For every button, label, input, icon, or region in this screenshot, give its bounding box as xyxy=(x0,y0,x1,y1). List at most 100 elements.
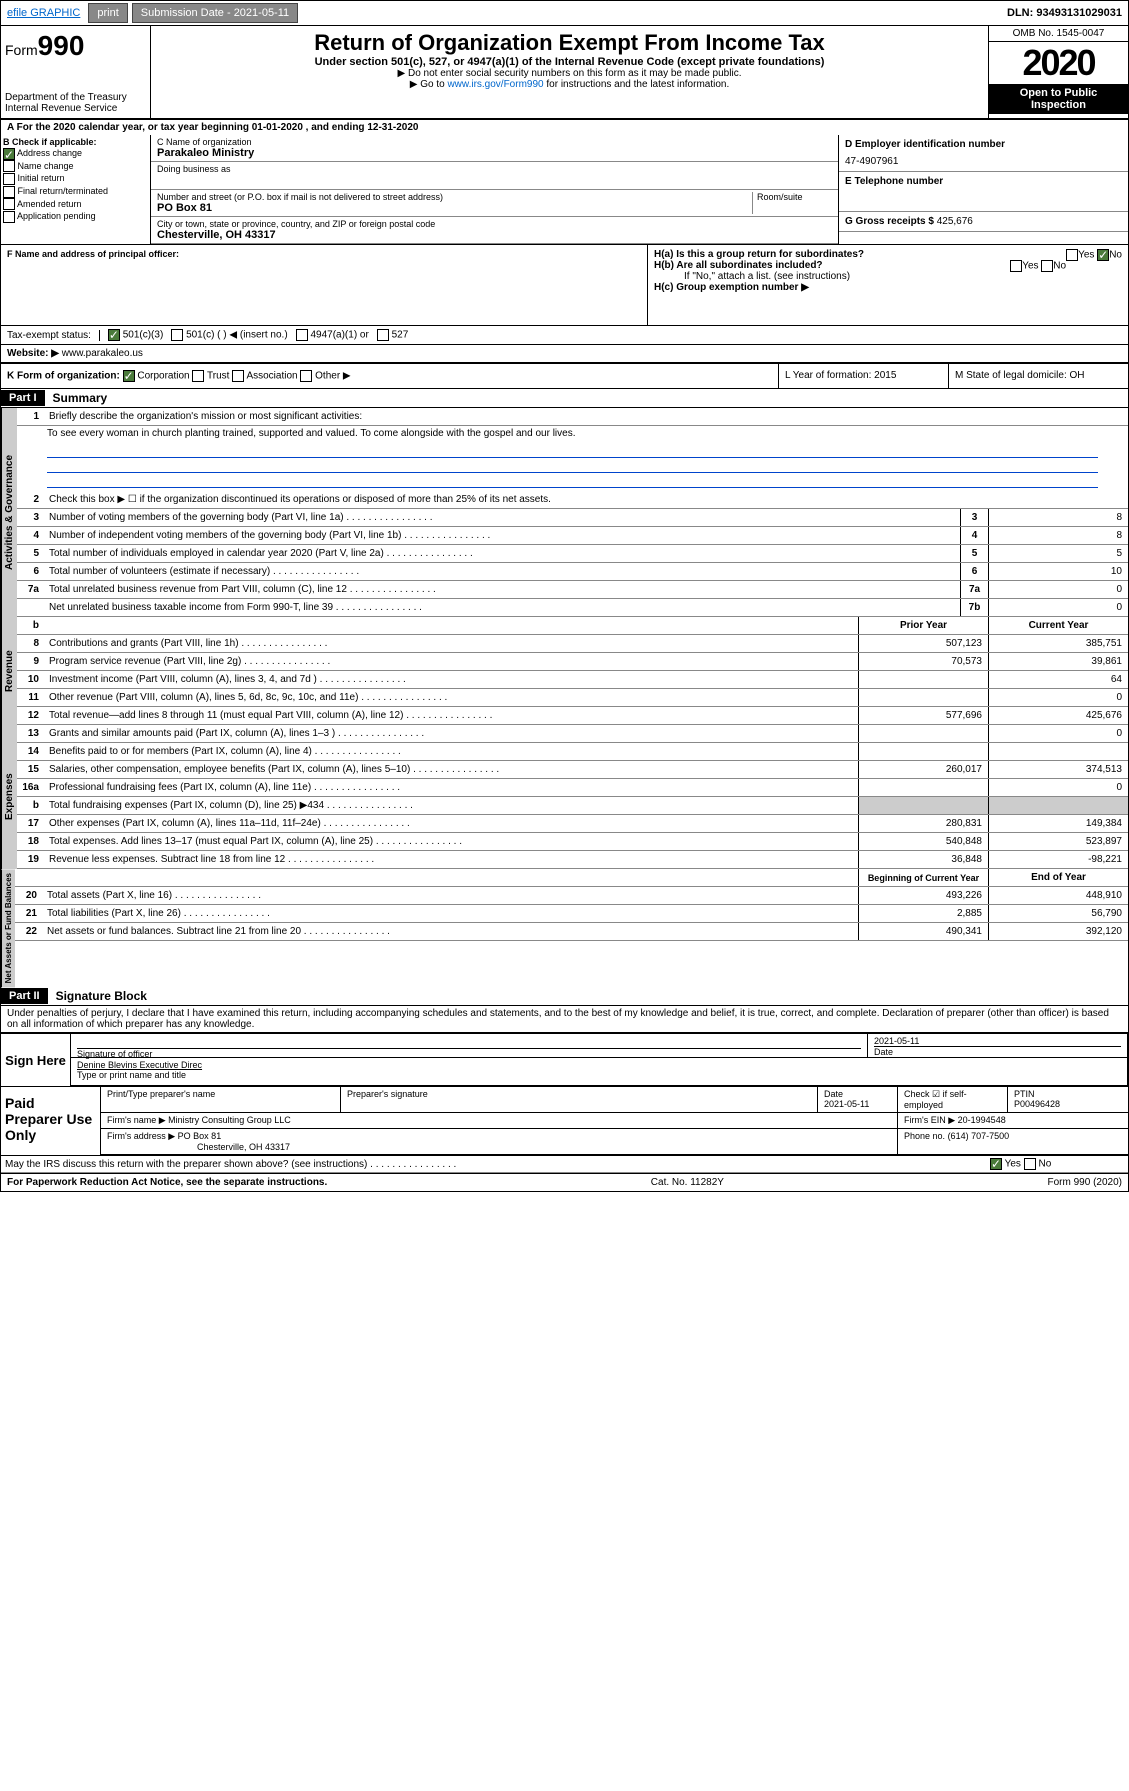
tax-year: 2020 xyxy=(989,42,1128,84)
ptin: P00496428 xyxy=(1014,1099,1122,1109)
print-button[interactable]: print xyxy=(88,3,127,23)
rev-line-12: Total revenue—add lines 8 through 11 (mu… xyxy=(45,708,858,723)
inspection-label: Open to Public Inspection xyxy=(989,84,1128,114)
section-b-container: B Check if applicable: Address change Na… xyxy=(1,135,1128,245)
ha-label: H(a) Is this a group return for subordin… xyxy=(654,249,1122,260)
mission-text: To see every woman in church planting tr… xyxy=(17,426,1128,441)
exp-line-18: Total expenses. Add lines 13–17 (must eq… xyxy=(45,834,858,849)
exp-prior-15: 260,017 xyxy=(858,761,988,778)
col-current: Current Year xyxy=(988,617,1128,634)
net-line-21: Total liabilities (Part X, line 26) xyxy=(43,906,858,921)
rev-prior-9: 70,573 xyxy=(858,653,988,670)
rev-prior-11 xyxy=(858,689,988,706)
tax-exempt-label: Tax-exempt status: xyxy=(7,330,100,341)
cb-initial-return[interactable]: Initial return xyxy=(3,172,148,185)
net-line-20: Total assets (Part X, line 16) xyxy=(43,888,858,903)
exp-line-14: Benefits paid to or for members (Part IX… xyxy=(45,744,858,759)
val-7a: 0 xyxy=(988,581,1128,598)
gross-receipts-label: G Gross receipts $ xyxy=(845,216,934,227)
val-5: 5 xyxy=(988,545,1128,562)
exp-line-16a: Professional fundraising fees (Part IX, … xyxy=(45,780,858,795)
val-6: 10 xyxy=(988,563,1128,580)
rev-line-11: Other revenue (Part VIII, column (A), li… xyxy=(45,690,858,705)
val-7b: 0 xyxy=(988,599,1128,616)
k-form-org: K Form of organization: Corporation Trus… xyxy=(1,364,778,388)
cb-final-return[interactable]: Final return/terminated xyxy=(3,185,148,198)
cb-address-change[interactable]: Address change xyxy=(3,147,148,160)
cb-501c[interactable]: 501(c) ( ) ◀ (insert no.) xyxy=(171,329,287,341)
website-value: www.parakaleo.us xyxy=(62,348,143,359)
col-end: End of Year xyxy=(988,869,1128,886)
firm-ein-label: Firm's EIN ▶ xyxy=(904,1115,955,1125)
firm-phone: (614) 707-7500 xyxy=(948,1131,1010,1141)
rev-cur-9: 39,861 xyxy=(988,653,1128,670)
prep-sig-hdr: Preparer's signature xyxy=(341,1087,818,1112)
exp-prior-16a xyxy=(858,779,988,796)
tab-governance: Activities & Governance xyxy=(1,408,17,617)
officer-name-label: Type or print name and title xyxy=(77,1070,1121,1080)
net-prior-20: 493,226 xyxy=(858,887,988,904)
exp-prior-18: 540,848 xyxy=(858,833,988,850)
addr-label: Number and street (or P.O. box if mail i… xyxy=(157,192,752,202)
tax-period: A For the 2020 calendar year, or tax yea… xyxy=(1,120,1128,135)
submission-date-button[interactable]: Submission Date - 2021-05-11 xyxy=(132,3,298,23)
form-number: Form990 xyxy=(5,30,146,62)
line-7a: Total unrelated business revenue from Pa… xyxy=(45,582,960,597)
cb-501c3[interactable]: 501(c)(3) xyxy=(108,329,163,341)
exp-cur-14 xyxy=(988,743,1128,760)
sign-here-label: Sign Here xyxy=(1,1034,71,1086)
efile-link[interactable]: efile GRAPHIC xyxy=(1,5,86,21)
exp-cur-13: 0 xyxy=(988,725,1128,742)
cat-no: Cat. No. 11282Y xyxy=(651,1177,724,1188)
form-ref: Form 990 (2020) xyxy=(1048,1177,1122,1188)
omb-number: OMB No. 1545-0047 xyxy=(989,26,1128,42)
net-cur-20: 448,910 xyxy=(988,887,1128,904)
rev-line-9: Program service revenue (Part VIII, line… xyxy=(45,654,858,669)
net-cur-21: 56,790 xyxy=(988,905,1128,922)
dept-label: Department of the Treasury Internal Reve… xyxy=(5,92,146,114)
cb-527[interactable]: 527 xyxy=(377,329,408,341)
street-address: PO Box 81 xyxy=(157,202,212,214)
exp-cur-19: -98,221 xyxy=(988,851,1128,868)
cb-pending[interactable]: Application pending xyxy=(3,210,148,223)
prep-date: 2021-05-11 xyxy=(824,1099,891,1109)
line-4: Number of independent voting members of … xyxy=(45,528,960,543)
part2-header: Part II xyxy=(1,988,48,1004)
org-name: Parakaleo Ministry xyxy=(157,147,254,159)
officer-label: F Name and address of principal officer: xyxy=(7,249,179,259)
self-employed[interactable]: Check ☑ if self-employed xyxy=(898,1087,1008,1112)
exp-cur-17: 149,384 xyxy=(988,815,1128,832)
line1-label: Briefly describe the organization's miss… xyxy=(45,409,1128,424)
tab-netassets: Net Assets or Fund Balances xyxy=(1,869,15,987)
phone-label: E Telephone number xyxy=(845,176,943,187)
exp-cur-16a: 0 xyxy=(988,779,1128,796)
exp-line-13: Grants and similar amounts paid (Part IX… xyxy=(45,726,858,741)
ein-value: 47-4907961 xyxy=(845,156,1122,167)
prep-name-hdr: Print/Type preparer's name xyxy=(101,1087,341,1112)
irs-link[interactable]: www.irs.gov/Form990 xyxy=(447,79,543,90)
rev-cur-12: 425,676 xyxy=(988,707,1128,724)
firm-name: Ministry Consulting Group LLC xyxy=(168,1115,291,1125)
line-6: Total number of volunteers (estimate if … xyxy=(45,564,960,579)
gross-receipts-value: 425,676 xyxy=(937,216,973,227)
net-cur-22: 392,120 xyxy=(988,923,1128,940)
officer-name: Denine Blevins Executive Direc xyxy=(77,1060,202,1070)
ein-label: D Employer identification number xyxy=(845,139,1005,150)
cb-4947[interactable]: 4947(a)(1) or xyxy=(296,329,369,341)
exp-line-17: Other expenses (Part IX, column (A), lin… xyxy=(45,816,858,831)
form-title: Return of Organization Exempt From Incom… xyxy=(155,30,984,56)
form-header: Form990 Department of the Treasury Inter… xyxy=(1,26,1128,120)
cb-name-change[interactable]: Name change xyxy=(3,160,148,173)
firm-phone-label: Phone no. xyxy=(904,1131,945,1141)
exp-prior-14 xyxy=(858,743,988,760)
exp-cur-b xyxy=(988,797,1128,814)
top-toolbar: efile GRAPHIC print Submission Date - 20… xyxy=(1,1,1128,26)
firm-ein: 20-1994548 xyxy=(958,1115,1006,1125)
firm-addr: PO Box 81 xyxy=(178,1131,222,1141)
cb-amended[interactable]: Amended return xyxy=(3,198,148,211)
declaration-text: Under penalties of perjury, I declare th… xyxy=(1,1006,1128,1032)
discuss-yes-no[interactable]: Yes No xyxy=(988,1156,1128,1172)
exp-prior-17: 280,831 xyxy=(858,815,988,832)
city-value: Chesterville, OH 43317 xyxy=(157,229,276,241)
exp-line-19: Revenue less expenses. Subtract line 18 … xyxy=(45,852,858,867)
